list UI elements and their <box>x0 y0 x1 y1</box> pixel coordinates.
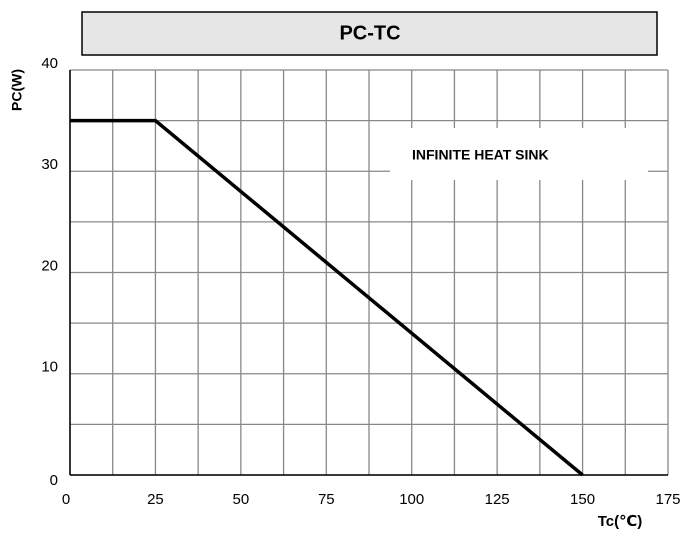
x-axis-label: Tc(℃) <box>598 513 643 530</box>
y-tick-label: 20 <box>41 257 58 274</box>
annotation-box <box>390 128 648 180</box>
x-tick-label: 0 <box>62 491 70 508</box>
y-tick-label: 40 <box>41 55 58 72</box>
x-tick-label: 25 <box>147 491 164 508</box>
x-tick-label: 175 <box>655 491 680 508</box>
title-box <box>81 11 658 56</box>
chart-title: PC-TC <box>339 22 400 44</box>
x-tick-label: 125 <box>485 491 510 508</box>
y-axis-label: PC(W) <box>9 69 25 111</box>
annotation: INFINITE HEAT SINK <box>412 147 549 163</box>
y-tick-label: 0 <box>50 472 58 489</box>
x-tick-label: 75 <box>318 491 335 508</box>
x-tick-label: 100 <box>399 491 424 508</box>
y-tick-label: 30 <box>41 156 58 173</box>
x-tick-label: 50 <box>233 491 250 508</box>
y-tick-label: 10 <box>41 359 58 376</box>
x-tick-label: 150 <box>570 491 595 508</box>
data-line <box>70 118 584 477</box>
